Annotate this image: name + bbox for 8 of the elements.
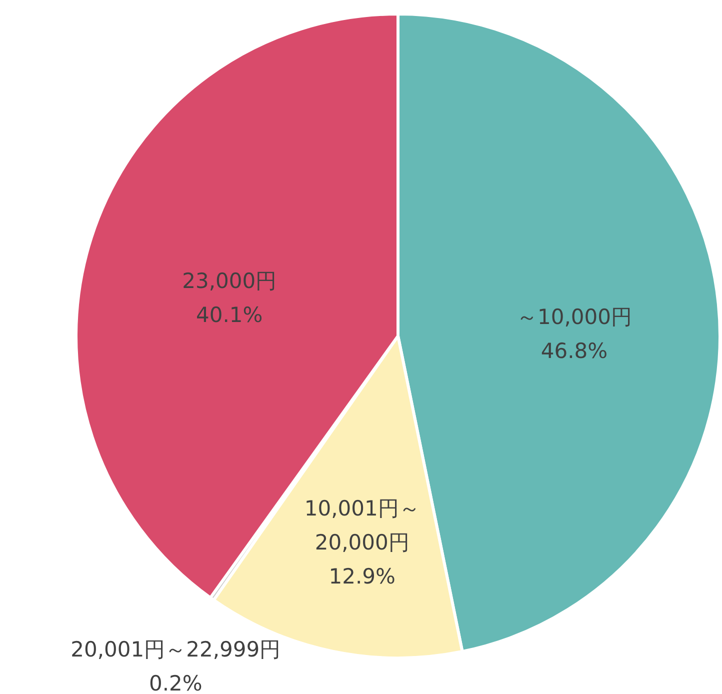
data-label: 40.1% bbox=[196, 302, 263, 327]
data-label: 0.2% bbox=[148, 671, 202, 694]
slice-label: ～10,000円 bbox=[516, 305, 632, 330]
data-label: 12.9% bbox=[328, 564, 396, 588]
slice-label: 20,001円～22,999円 bbox=[70, 637, 281, 662]
slice-label: 23,000円 bbox=[182, 268, 277, 293]
data-label: 46.8% bbox=[540, 339, 608, 364]
slice-label: 10,001円～ 20,000円 bbox=[304, 496, 420, 554]
